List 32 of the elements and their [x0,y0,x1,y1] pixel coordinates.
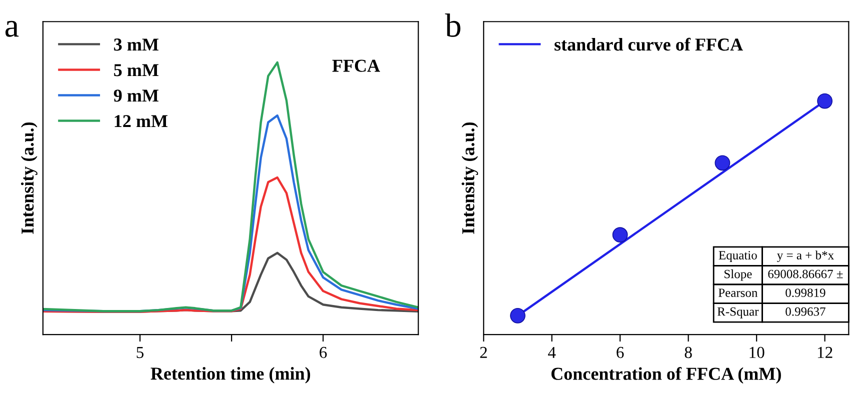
annotation: R-Squar [717,307,759,318]
point [714,155,730,171]
x-axis-title: Retention time (min) [150,367,310,384]
text: b [444,13,460,37]
legend-label: 12 mM [114,115,168,128]
y-axis-title: Intensity (a.u.) [462,122,478,234]
annotation: Slope [724,269,752,281]
annotation: 0.99819 [786,288,826,298]
annotation: Equatio [718,251,757,262]
y-axis-title: Intensity (a.u.) [20,122,38,234]
x-tick-label: 6 [616,346,624,358]
annotation: y = a + b*x [777,250,834,262]
point [510,308,526,324]
x-axis-title: Concentration of FFCA (mM) [551,367,781,384]
annotation: FFCA [332,60,380,72]
annotation: 69008.86667 ± [768,270,843,278]
point [817,93,833,109]
x-tick-label: 6 [320,346,327,358]
annotation: 0.99637 [786,307,826,316]
legend-label: 3 mM [114,38,158,51]
legend-label: standard curve of FFCA [554,38,743,51]
x-tick-label: 4 [548,346,556,358]
x-tick-label: 2 [480,346,487,358]
text: a [5,20,19,37]
legend-label: 5 mM [114,64,158,76]
x-tick-label: 10 [750,346,764,358]
point [612,227,628,243]
x-tick-label: 8 [684,346,692,358]
x-tick-label: 12 [818,346,832,358]
legend-label: 9 mM [114,90,158,102]
x-tick-label: 5 [136,347,144,358]
annotation: Pearson [718,288,758,298]
